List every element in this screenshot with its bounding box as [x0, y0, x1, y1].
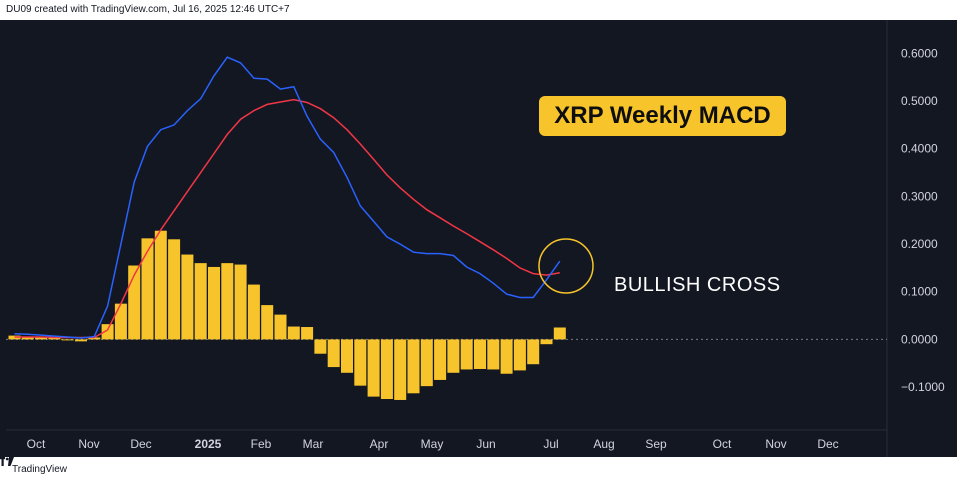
- y-tick-label: 0.6000: [901, 46, 938, 60]
- histogram-bar: [380, 339, 393, 400]
- histogram-bar: [407, 339, 420, 394]
- histogram-bar: [301, 327, 314, 340]
- macd-chart[interactable]: 0.6000 0.5000 0.4000 0.3000 0.2000 0.1000 0.00…: [6, 20, 951, 457]
- histogram-bar: [154, 230, 167, 340]
- x-tick-label: Mar: [303, 437, 324, 451]
- histogram-bar: [234, 264, 247, 340]
- histogram-bar: [114, 303, 127, 340]
- histogram-bar: [261, 305, 274, 340]
- histogram-bar: [168, 239, 181, 340]
- x-tick-label: May: [421, 437, 444, 451]
- histogram-bar: [128, 265, 141, 340]
- attribution-bar: DU09 created with TradingView.com, Jul 1…: [0, 0, 957, 20]
- histogram-bar: [367, 339, 380, 397]
- histogram-bar: [420, 339, 433, 387]
- histogram-bar: [460, 339, 473, 370]
- y-tick-label: 0.5000: [901, 94, 938, 108]
- x-tick-label: Oct: [713, 437, 732, 451]
- x-tick-label: Jul: [543, 437, 558, 451]
- histogram-bar: [61, 339, 74, 341]
- signal-line: [14, 98, 560, 339]
- histogram-bar: [500, 339, 513, 374]
- histogram-bar: [247, 284, 260, 340]
- time-axis: Oct Nov Dec 2025 Feb Mar Apr May Jun Jul Aug Sep Oct…: [27, 437, 839, 451]
- histogram-bar: [434, 339, 447, 380]
- histogram-bar: [487, 339, 500, 370]
- footer-brand[interactable]: TradingView: [12, 463, 68, 475]
- histogram-bar: [553, 327, 566, 340]
- histogram-bar: [314, 339, 327, 354]
- histogram-bar: [274, 314, 287, 340]
- histogram-bar: [341, 339, 353, 373]
- y-tick-label: 0.2000: [901, 237, 938, 251]
- chart-title-box: XRP Weekly MACD: [539, 96, 786, 136]
- y-tick-label: 0.4000: [901, 142, 938, 156]
- histogram-bar: [287, 326, 300, 340]
- attribution-text: DU09 created with TradingView.com, Jul 1…: [6, 4, 290, 15]
- histogram-bar: [540, 339, 553, 345]
- histogram-bar: [447, 339, 460, 373]
- tradingview-footer: TradingView: [0, 457, 957, 481]
- histogram-bar: [101, 324, 114, 340]
- histogram-bar: [88, 337, 101, 340]
- histogram-bar: [394, 339, 407, 400]
- histogram-bar: [194, 263, 207, 340]
- histogram-bar: [221, 263, 234, 340]
- histogram-bar: [75, 339, 87, 342]
- chart-title: XRP Weekly MACD: [554, 102, 771, 129]
- histogram-bar: [513, 339, 526, 371]
- histogram-bar: [141, 238, 154, 340]
- histogram-bar: [48, 337, 61, 340]
- bullish-cross-circle: [538, 238, 594, 294]
- y-tick-label: 0.0000: [901, 332, 938, 346]
- x-tick-label: Apr: [370, 437, 389, 451]
- histogram-bar: [208, 266, 220, 340]
- macd-line: [14, 56, 561, 339]
- x-tick-label: Dec: [817, 437, 838, 451]
- histogram-bar: [527, 339, 540, 365]
- y-tick-label: −0.1000: [901, 380, 945, 394]
- price-axis: 0.6000 0.5000 0.4000 0.3000 0.2000 0.1000 0.00…: [901, 46, 945, 394]
- histogram-bar: [327, 339, 340, 368]
- bullish-cross-label: BULLISH CROSS: [614, 274, 781, 296]
- histogram-bar: [181, 254, 194, 340]
- x-tick-label: Nov: [765, 437, 786, 451]
- histogram-bar: [35, 337, 48, 340]
- x-tick-label: Feb: [251, 437, 272, 451]
- histogram-bar: [21, 336, 34, 340]
- x-tick-label: 2025: [195, 437, 222, 451]
- x-tick-label: Dec: [130, 437, 151, 451]
- chart-frame[interactable]: 0.6000 0.5000 0.4000 0.3000 0.2000 0.1000 0.00…: [6, 20, 951, 457]
- x-tick-label: Oct: [27, 437, 46, 451]
- x-tick-label: Jun: [476, 437, 495, 451]
- x-tick-label: Aug: [593, 437, 614, 451]
- x-tick-label: Sep: [645, 437, 667, 451]
- y-tick-label: 0.3000: [901, 189, 938, 203]
- y-tick-label: 0.1000: [901, 285, 938, 299]
- x-tick-label: Nov: [78, 437, 99, 451]
- histogram-bar: [354, 339, 367, 386]
- histogram-group: [8, 230, 566, 400]
- histogram-bar: [474, 339, 486, 369]
